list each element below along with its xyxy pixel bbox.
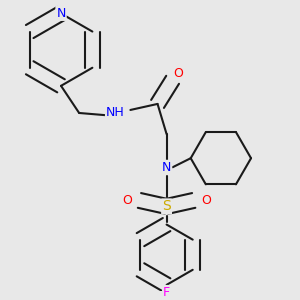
Text: N: N	[56, 7, 66, 20]
Text: NH: NH	[106, 106, 125, 119]
Text: S: S	[162, 200, 171, 214]
Text: F: F	[163, 286, 170, 299]
Text: N: N	[162, 161, 171, 174]
Text: O: O	[201, 194, 211, 207]
Text: O: O	[122, 194, 132, 207]
Text: O: O	[174, 67, 184, 80]
